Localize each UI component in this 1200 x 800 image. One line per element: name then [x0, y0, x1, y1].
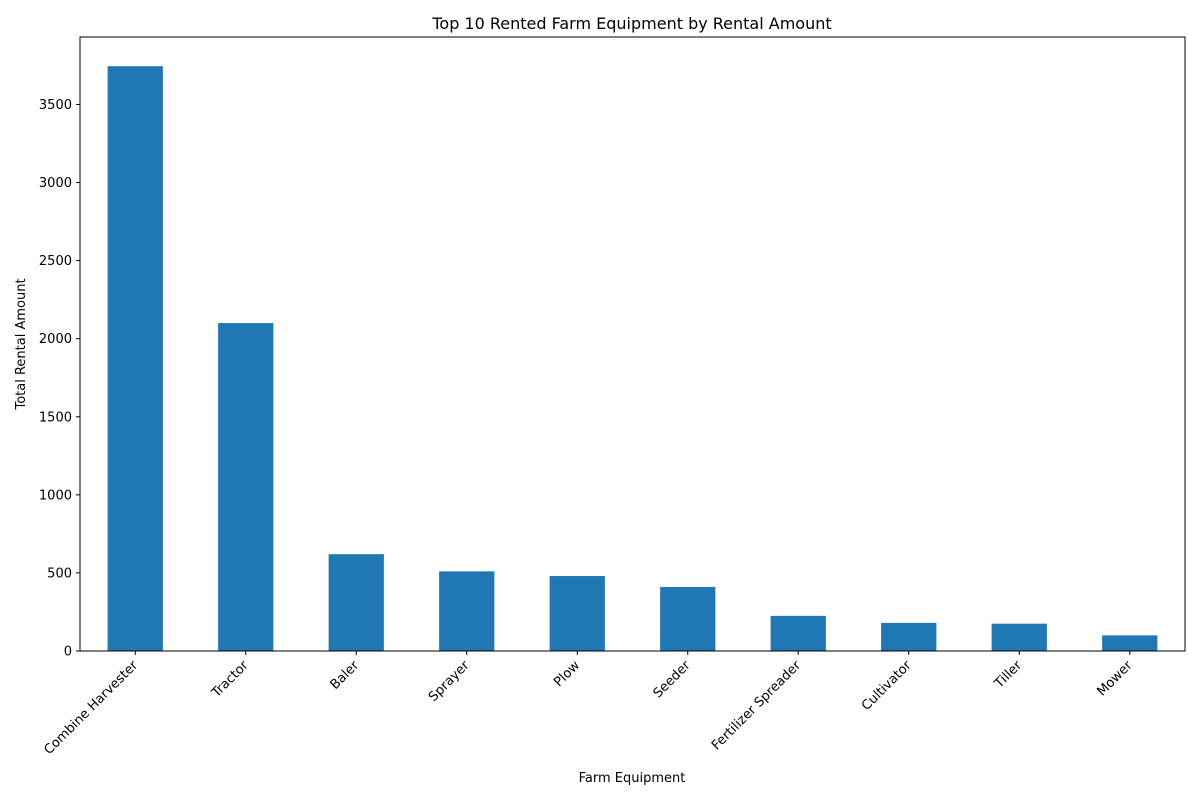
y-tick-label: 2500 [39, 254, 72, 269]
x-tick-label: Tiller [991, 658, 1025, 692]
chart-title: Top 10 Rented Farm Equipment by Rental A… [431, 14, 831, 33]
y-tick-label: 1000 [39, 488, 72, 503]
y-tick-label: 3500 [39, 98, 72, 113]
x-tick-label: Seeder [651, 658, 694, 701]
y-tick-label: 2000 [39, 332, 72, 347]
x-tick-label: Sprayer [426, 658, 473, 705]
x-tick-label: Tractor [209, 658, 253, 702]
x-tick-label: Baler [328, 658, 363, 693]
bar-seeder [660, 586, 716, 651]
bar-combine-harvester [107, 66, 163, 651]
x-tick-label: Combine Harvester [41, 658, 141, 758]
y-axis-label: Total Rental Amount [14, 278, 29, 410]
plot-frame [79, 36, 1186, 652]
x-tick-label: Plow [551, 658, 583, 690]
y-axis: 0 500 1000 1500 2000 2500 3000 3500 [39, 98, 80, 660]
y-tick-label: 500 [47, 566, 72, 581]
bar-mower [1102, 635, 1158, 651]
y-tick-label: 1500 [39, 410, 72, 425]
bar-tractor [218, 323, 274, 651]
x-tick-label: Fertilizer Spreader [709, 658, 805, 754]
y-tick-label: 3000 [39, 176, 72, 191]
x-tick-label: Mower [1094, 658, 1136, 700]
bar-fertilizer-spreader [770, 615, 826, 651]
x-axis-label: Farm Equipment [579, 771, 686, 786]
bar-cultivator [881, 622, 937, 651]
bar-baler [328, 554, 384, 651]
bar-tiller [991, 623, 1047, 651]
bar-sprayer [439, 571, 495, 651]
x-axis: Combine Harvester Tractor Baler Sprayer Plow… [41, 651, 1136, 758]
y-tick-label: 0 [64, 645, 72, 660]
x-tick-label: Cultivator [859, 658, 915, 714]
bars-group [107, 66, 1158, 651]
bar-plow [549, 576, 605, 651]
